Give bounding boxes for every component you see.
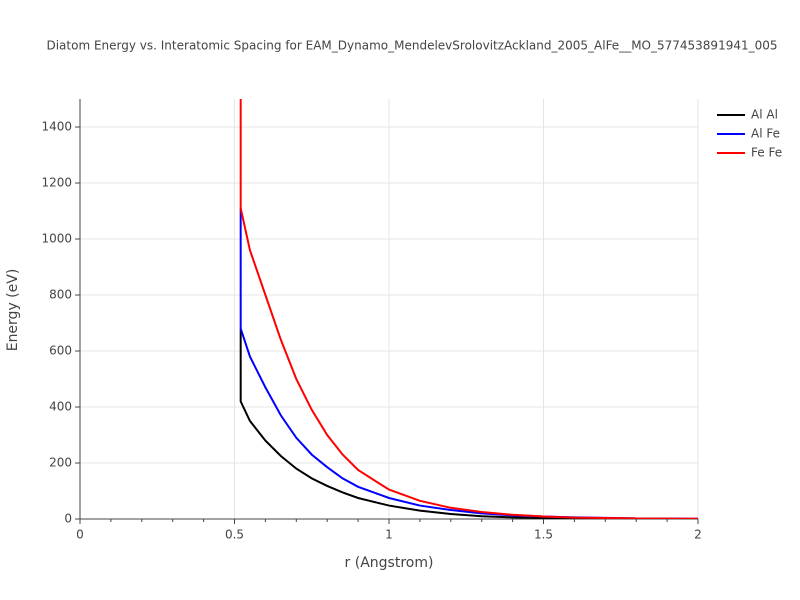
x-tick-label: 1 <box>385 528 393 542</box>
chart-title: Diatom Energy vs. Interatomic Spacing fo… <box>46 39 777 53</box>
x-tick-label: 0.5 <box>225 528 244 542</box>
y-axis-label: Energy (eV) <box>5 269 21 352</box>
y-tick-label: 400 <box>49 400 72 414</box>
line <box>239 328 698 519</box>
x-tick-label: 1.5 <box>534 528 553 542</box>
legend-label: Al Al <box>751 108 778 122</box>
y-tick-label: 1200 <box>41 176 72 190</box>
x-tick-label: 0 <box>76 528 84 542</box>
y-tick-label: 1400 <box>41 120 72 134</box>
line <box>239 99 698 519</box>
legend-label: Al Fe <box>751 127 780 141</box>
y-tick-label: 0 <box>64 512 72 526</box>
line <box>239 208 698 519</box>
x-tick-label: 2 <box>694 528 702 542</box>
legend-label: Fe Fe <box>751 146 782 160</box>
y-tick-label: 800 <box>49 288 72 302</box>
y-tick-label: 1000 <box>41 232 72 246</box>
y-tick-label: 200 <box>49 456 72 470</box>
y-tick-label: 600 <box>49 344 72 358</box>
x-axis-label: r (Angstrom) <box>345 555 434 571</box>
